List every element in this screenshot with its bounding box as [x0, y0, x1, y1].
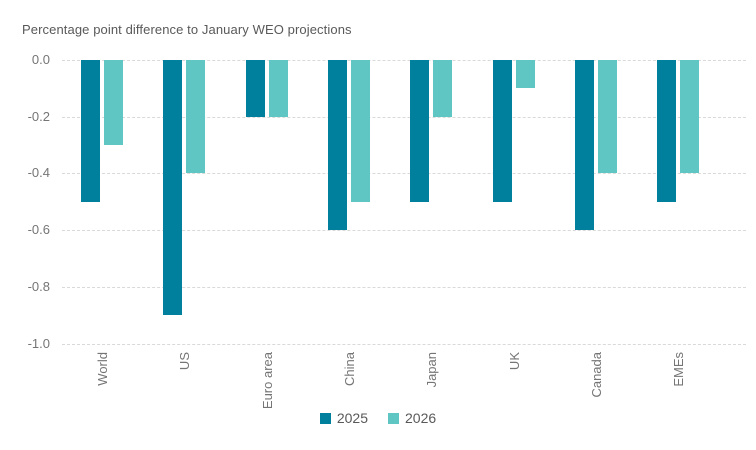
bar-2025 — [657, 60, 677, 202]
bar-2025 — [163, 60, 183, 316]
legend-label: 2026 — [405, 410, 437, 426]
bar-2025 — [492, 60, 512, 202]
y-tick-label: -0.6 — [27, 222, 50, 238]
x-category-label: EMEs — [671, 352, 687, 387]
gridline — [62, 116, 746, 118]
y-tick-label: 0.0 — [31, 52, 50, 67]
bar-2026 — [515, 60, 535, 89]
legend-item: 2026 — [388, 410, 436, 426]
bar-2026 — [186, 60, 206, 174]
bar-2025 — [245, 60, 265, 117]
x-category-label: UK — [506, 352, 522, 371]
x-category-label: World — [95, 352, 110, 386]
y-tick-label: -0.8 — [27, 278, 50, 294]
gridline — [62, 286, 746, 288]
bar-2025 — [410, 60, 430, 202]
legend: 2025 2026 — [0, 410, 756, 426]
y-tick-label: -0.2 — [27, 108, 50, 124]
y-tick-label: -1.0 — [27, 335, 50, 351]
x-category-label: Japan — [424, 352, 440, 388]
bar-2026 — [433, 60, 453, 117]
bar-2026 — [680, 60, 700, 174]
bar-2026 — [597, 60, 617, 174]
legend-swatch-2025 — [319, 412, 331, 424]
gridline — [62, 173, 746, 175]
legend-label: 2025 — [336, 410, 368, 426]
legend-item: 2025 — [319, 410, 368, 426]
bar-2026 — [350, 60, 370, 202]
bar-2025 — [574, 60, 594, 231]
bar-2026 — [104, 60, 123, 146]
bar-2026 — [268, 60, 288, 117]
x-category-label: Euro area — [259, 352, 275, 410]
legend-swatch-2026 — [388, 412, 399, 424]
x-category-label: Canada — [588, 352, 604, 398]
chart-title: Percentage point difference to January W… — [22, 22, 352, 37]
gridline — [62, 343, 746, 345]
x-category-label: US — [177, 352, 193, 371]
y-tick-label: -0.4 — [27, 165, 50, 181]
gridline — [62, 60, 746, 61]
bar-2025 — [327, 60, 347, 231]
gridline — [62, 230, 746, 232]
bar-2025 — [81, 60, 100, 202]
x-category-label: China — [341, 352, 357, 386]
